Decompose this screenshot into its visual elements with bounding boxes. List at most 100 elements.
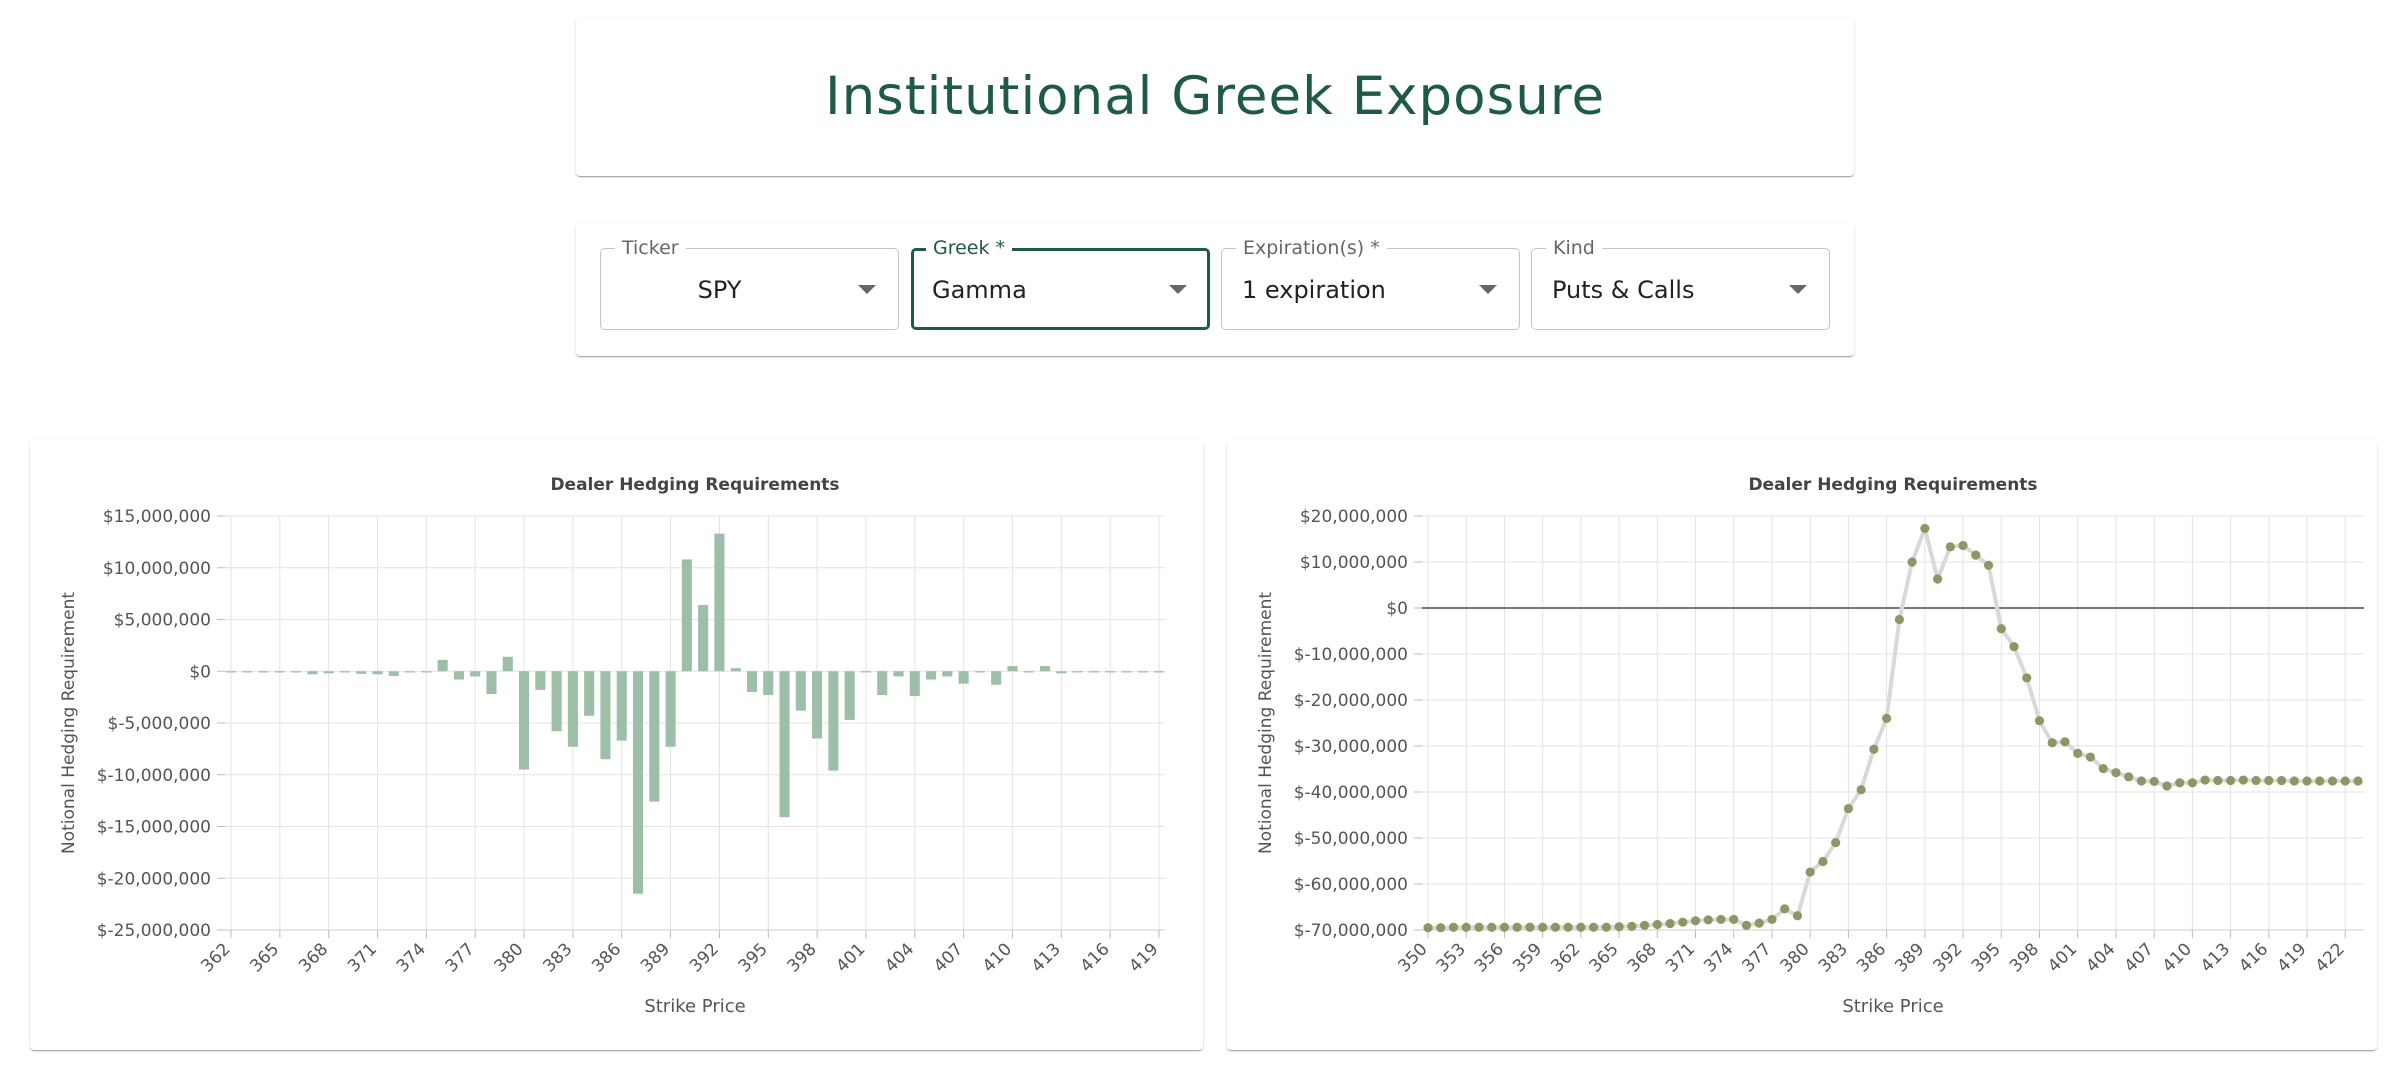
data-point bbox=[1831, 838, 1841, 848]
bar bbox=[649, 671, 660, 802]
data-point bbox=[1754, 918, 1764, 928]
data-point bbox=[2238, 775, 2248, 785]
x-tick-label: 386 bbox=[588, 939, 625, 976]
bar bbox=[421, 671, 432, 673]
x-tick-label: 419 bbox=[1125, 939, 1162, 976]
bar bbox=[437, 659, 448, 672]
data-point bbox=[2213, 775, 2223, 786]
x-tick-label: 371 bbox=[1662, 939, 1699, 976]
data-point bbox=[1818, 856, 1828, 867]
x-tick-label: 410 bbox=[979, 939, 1016, 976]
x-tick-label: 380 bbox=[1777, 939, 1814, 976]
x-tick-label: 350 bbox=[1394, 939, 1431, 976]
bar bbox=[388, 671, 399, 676]
bar bbox=[291, 671, 302, 673]
data-point bbox=[1729, 914, 1739, 925]
bar bbox=[665, 671, 676, 747]
bar bbox=[991, 671, 1002, 685]
data-point bbox=[2073, 748, 2083, 758]
bar bbox=[681, 559, 692, 672]
bar bbox=[356, 671, 367, 674]
bar bbox=[258, 671, 269, 673]
bar bbox=[1121, 671, 1132, 673]
data-point bbox=[1741, 920, 1752, 930]
x-tick-label: 356 bbox=[1471, 939, 1508, 976]
x-tick-label: 401 bbox=[832, 939, 869, 976]
data-point bbox=[1767, 914, 1777, 925]
x-tick-label: 389 bbox=[637, 939, 674, 976]
data-point bbox=[1996, 624, 2006, 634]
bar bbox=[405, 671, 416, 673]
bar bbox=[307, 671, 318, 675]
x-tick-label: 359 bbox=[1509, 939, 1546, 976]
bar bbox=[1056, 671, 1067, 674]
bar bbox=[1023, 671, 1034, 673]
x-tick-label: 374 bbox=[393, 939, 430, 976]
y-tick-label: $0 bbox=[189, 662, 211, 682]
x-tick-label: 410 bbox=[2159, 939, 2196, 976]
greek-select[interactable]: Greek * Gamma bbox=[911, 237, 1210, 330]
bar bbox=[746, 671, 758, 692]
y-tick-label: $-30,000,000 bbox=[1294, 737, 1408, 757]
data-point bbox=[2187, 778, 2197, 788]
bar bbox=[1007, 666, 1018, 672]
bar-chart: Dealer Hedging Requirements $15,000,000 $1… bbox=[59, 475, 1165, 1017]
x-tick-label: 419 bbox=[2273, 939, 2310, 976]
bar bbox=[1137, 671, 1148, 673]
y-tick-label: $-40,000,000 bbox=[1294, 783, 1408, 803]
data-point bbox=[1639, 920, 1650, 930]
data-point bbox=[2175, 778, 2185, 788]
data-point bbox=[2251, 775, 2261, 786]
ticker-select[interactable]: Ticker SPY bbox=[600, 237, 899, 330]
y-tick-label: $-20,000,000 bbox=[97, 869, 211, 889]
y-tick-label: $-70,000,000 bbox=[1294, 921, 1408, 941]
x-tick-label: 383 bbox=[539, 939, 576, 976]
data-point bbox=[1576, 922, 1586, 932]
data-point bbox=[1843, 803, 1854, 814]
y-tick-label: $20,000,000 bbox=[1300, 507, 1408, 527]
data-point bbox=[1601, 922, 1611, 932]
bar bbox=[958, 671, 969, 684]
x-tick-label: 368 bbox=[1624, 939, 1661, 976]
chevron-down-icon bbox=[1169, 285, 1187, 294]
data-point bbox=[2302, 776, 2312, 786]
x-tick-label: 377 bbox=[442, 939, 479, 976]
x-tick-label: 398 bbox=[2006, 939, 2043, 976]
data-point bbox=[1589, 922, 1599, 932]
x-tick-label: 416 bbox=[2235, 939, 2272, 976]
data-point bbox=[2047, 738, 2057, 748]
expirations-select[interactable]: Expiration(s) * 1 expiration bbox=[1221, 237, 1520, 330]
y-tick-label: $-10,000,000 bbox=[1294, 645, 1408, 665]
bar bbox=[974, 671, 985, 673]
bar bbox=[942, 671, 953, 677]
bar bbox=[812, 671, 823, 739]
x-axis-label: Strike Price bbox=[1842, 996, 1943, 1017]
data-point bbox=[2289, 776, 2299, 786]
x-tick-label: 365 bbox=[246, 939, 283, 976]
data-point bbox=[1538, 922, 1548, 932]
bar bbox=[1105, 671, 1116, 673]
data-point bbox=[1716, 914, 1726, 925]
x-tick-label: 392 bbox=[686, 939, 723, 976]
x-tick-label: 404 bbox=[881, 939, 918, 976]
x-tick-label: 401 bbox=[2044, 939, 2081, 976]
ticker-label: Ticker bbox=[615, 237, 686, 259]
line-chart-card: Dealer Hedging Requirements $20,000,000 $1… bbox=[1227, 440, 2377, 1050]
data-point bbox=[2340, 776, 2350, 786]
bar bbox=[600, 671, 611, 760]
data-point bbox=[2034, 716, 2045, 726]
bar bbox=[519, 671, 530, 770]
expirations-label: Expiration(s) * bbox=[1236, 237, 1387, 259]
kind-select[interactable]: Kind Puts & Calls bbox=[1531, 237, 1830, 330]
bar bbox=[860, 671, 871, 673]
y-tick-label: $15,000,000 bbox=[103, 507, 211, 527]
data-point bbox=[1436, 923, 1446, 933]
bar bbox=[877, 671, 888, 696]
data-point bbox=[1487, 922, 1497, 932]
y-tick-label: $10,000,000 bbox=[1300, 553, 1408, 573]
bar bbox=[486, 671, 497, 695]
y-tick-label: $-20,000,000 bbox=[1294, 691, 1408, 711]
x-tick-label: 392 bbox=[1930, 939, 1967, 976]
chart-title: Dealer Hedging Requirements bbox=[1748, 475, 2037, 495]
data-point bbox=[2136, 776, 2147, 786]
